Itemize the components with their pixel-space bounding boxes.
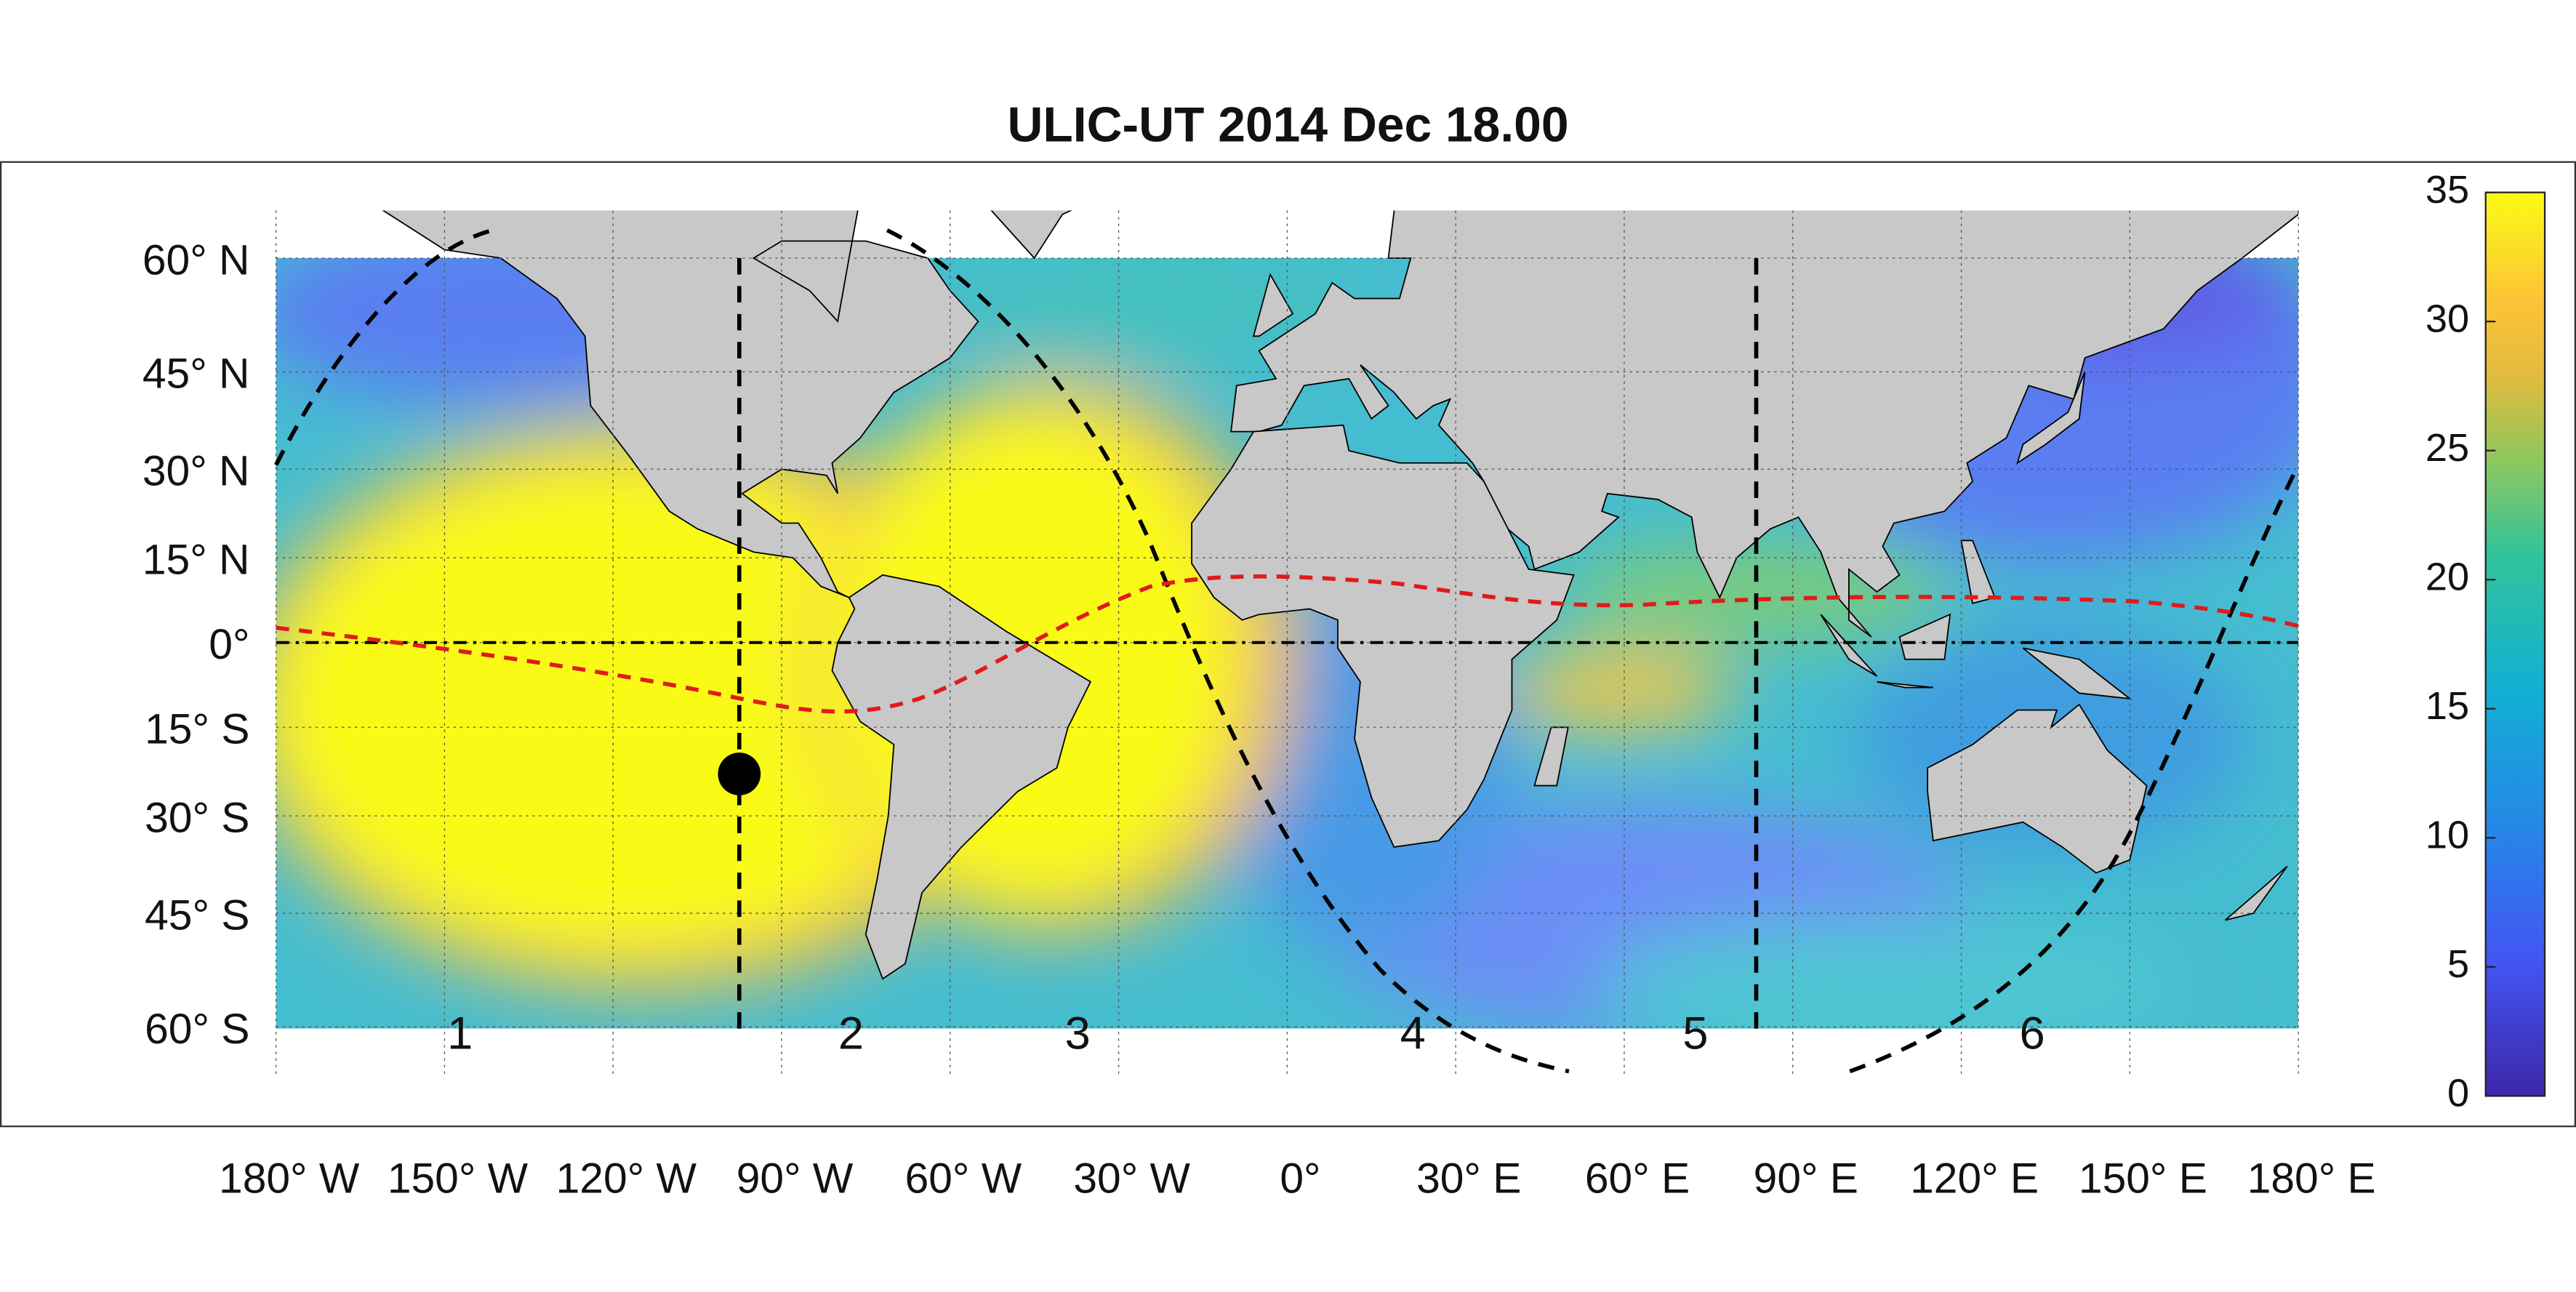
latitude-label: 30° S bbox=[145, 794, 249, 841]
landmass bbox=[1252, 273, 1294, 337]
colorbar: 0 5 10 15 20 25 30 35 bbox=[2425, 168, 2546, 1115]
terminator-east bbox=[1849, 464, 2300, 1074]
latitude-label: 60° S bbox=[145, 1006, 249, 1053]
colorbar-tick-label: 30 bbox=[2425, 297, 2469, 340]
longitude-label: 150° E bbox=[2079, 1155, 2207, 1202]
latitude-label: 15° S bbox=[145, 706, 249, 753]
landmass bbox=[990, 210, 1072, 260]
terminator-west bbox=[274, 228, 1570, 1074]
landmass bbox=[2224, 865, 2288, 921]
colorbar-tick-label: 15 bbox=[2425, 684, 2469, 728]
longitude-label: 180° E bbox=[2247, 1155, 2376, 1202]
region-number: 6 bbox=[2019, 1008, 2045, 1059]
region-number: 1 bbox=[447, 1008, 473, 1059]
region-number: 5 bbox=[1682, 1008, 1708, 1059]
overlay-lines bbox=[274, 228, 2300, 1074]
colorbar-scale bbox=[2484, 191, 2546, 1097]
colorbar-tick-label: 20 bbox=[2425, 555, 2469, 599]
longitude-label: 150° W bbox=[388, 1155, 529, 1202]
landmass bbox=[1877, 681, 1933, 689]
latitude-label: 60° N bbox=[143, 236, 250, 284]
region-number: 2 bbox=[838, 1008, 864, 1059]
longitude-label: 0° bbox=[1280, 1155, 1320, 1202]
region-labels: 1 2 3 4 5 6 bbox=[447, 1008, 2045, 1059]
title: ULIC-UT 2014 Dec 18.00 bbox=[1007, 97, 1568, 152]
latitude-label: 45° S bbox=[145, 891, 249, 939]
longitude-label: 30° E bbox=[1416, 1155, 1521, 1202]
latitude-label: 45° N bbox=[143, 350, 250, 398]
colorbar-tick-label: 5 bbox=[2447, 942, 2469, 986]
longitude-label: 120° W bbox=[556, 1155, 697, 1202]
latitude-label: 30° N bbox=[143, 448, 250, 495]
landmass bbox=[382, 210, 979, 598]
station-marker bbox=[718, 753, 761, 795]
longitude-label: 180° W bbox=[219, 1155, 360, 1202]
longitude-label: 90° E bbox=[1754, 1155, 1858, 1202]
landmass bbox=[831, 574, 1092, 980]
land bbox=[382, 210, 2299, 980]
region-number: 3 bbox=[1065, 1008, 1091, 1059]
region-number: 4 bbox=[1400, 1008, 1426, 1059]
frame bbox=[0, 161, 2576, 1128]
longitude-label: 120° E bbox=[1910, 1155, 2039, 1202]
landmass bbox=[1533, 726, 1569, 787]
landmass bbox=[1927, 703, 2148, 874]
latitude-label: 15° N bbox=[143, 537, 250, 584]
longitude-label: 60° W bbox=[905, 1155, 1022, 1202]
colorbar-tick-label: 0 bbox=[2447, 1072, 2469, 1115]
landmass bbox=[1191, 424, 1575, 848]
longitude-label: 90° W bbox=[737, 1155, 854, 1202]
colorbar-tick-label: 10 bbox=[2425, 814, 2469, 857]
longitude-label: 30° W bbox=[1073, 1155, 1190, 1202]
longitude-label: 60° E bbox=[1585, 1155, 1690, 1202]
latitude-label: 0° bbox=[209, 621, 249, 668]
colorbar-tick-label: 25 bbox=[2425, 426, 2469, 470]
colorbar-tick-label: 35 bbox=[2425, 168, 2469, 212]
landmass bbox=[1898, 613, 1951, 660]
landmass bbox=[1820, 614, 1878, 677]
